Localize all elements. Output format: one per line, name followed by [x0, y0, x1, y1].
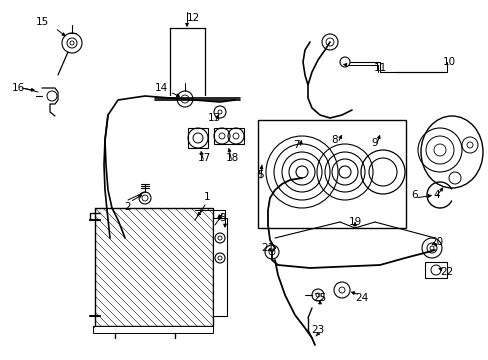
Text: 2: 2 [124, 202, 131, 212]
Text: 17: 17 [197, 153, 210, 163]
Text: 19: 19 [347, 217, 361, 227]
Text: 22: 22 [440, 267, 453, 277]
Text: 9: 9 [371, 138, 378, 148]
Bar [258, 120, 405, 228]
Text: 24: 24 [355, 293, 368, 303]
Bar [93, 326, 213, 333]
Text: 16: 16 [11, 83, 24, 93]
Text: 14: 14 [154, 83, 167, 93]
Text: 20: 20 [429, 237, 443, 247]
Bar [95, 208, 213, 326]
Text: 23: 23 [311, 325, 324, 335]
Bar [187, 128, 207, 148]
Text: 13: 13 [207, 113, 220, 123]
Ellipse shape [420, 116, 482, 188]
Text: 21: 21 [261, 243, 274, 253]
Text: 11: 11 [373, 63, 386, 73]
Text: 5: 5 [257, 170, 264, 180]
Text: 4: 4 [433, 190, 439, 200]
Text: 8: 8 [331, 135, 338, 145]
Bar [214, 128, 244, 144]
Text: 25: 25 [313, 293, 326, 303]
Bar [424, 262, 446, 278]
Text: 12: 12 [186, 13, 199, 23]
Text: 3: 3 [218, 213, 225, 223]
Text: 7: 7 [292, 140, 299, 150]
Text: 18: 18 [225, 153, 238, 163]
Text: 10: 10 [442, 57, 455, 67]
Text: 1: 1 [203, 192, 210, 202]
Text: 6: 6 [411, 190, 417, 200]
Bar [213, 218, 226, 316]
Text: 15: 15 [35, 17, 48, 27]
